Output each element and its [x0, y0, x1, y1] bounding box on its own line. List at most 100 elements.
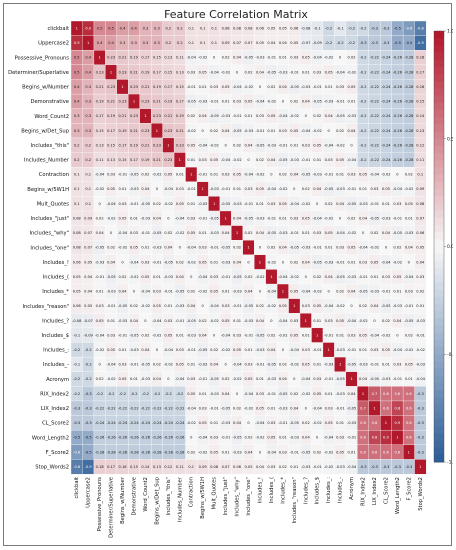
cell-value-label: -0.26 [152, 436, 162, 440]
cell-value-label: 0.03 [348, 333, 356, 337]
row-label: Includes_- [43, 362, 69, 368]
cell-value-label: 0.23 [176, 143, 184, 147]
cell-value-label: -0.02 [95, 348, 104, 352]
cell-value-label: 0.8 [372, 436, 378, 440]
row-label: Stop_Words2 [35, 464, 69, 470]
cell-value-label: 0.23 [164, 158, 172, 162]
cell-value-label: 0.19 [130, 56, 139, 60]
colorbar-swatch [434, 289, 444, 298]
cell-value-label: 0.05 [325, 421, 333, 425]
cell-value-label: 0.03 [348, 173, 356, 177]
cell-value-label: -0.04 [198, 436, 208, 440]
colorbar: 1.0 0.5 0.0 -0.5 -1.0 [433, 29, 453, 466]
cell-value-label: 0.17 [107, 129, 115, 133]
cell-value-label: 0.01 [405, 216, 413, 220]
cell-value-label: 0.01 [290, 465, 298, 469]
cell-value-label: -0.05 [129, 333, 138, 337]
cell-value-label: 0.15 [416, 100, 424, 104]
cell-value-label: 0.03 [187, 70, 195, 74]
cell-value-label: 0.01 [187, 363, 195, 367]
cell-value-label: 0.04 [302, 100, 311, 104]
cell-value-label: -0.04 [313, 56, 323, 60]
cell-value-label: -0.04 [301, 290, 311, 294]
cell-value-label: -0.2 [108, 392, 115, 396]
cell-value-label: 0.05 [222, 85, 230, 89]
cell-value-label: 0.2 [177, 41, 183, 45]
cell-value-label: -0.3 [417, 406, 424, 410]
cell-value-label: -0.22 [141, 406, 150, 410]
colorbar-swatch [434, 88, 444, 97]
cell-value-label: -0.01 [267, 56, 276, 60]
cell-value-label: 0.08 [210, 465, 219, 469]
colorbar-swatch [434, 131, 444, 140]
cell-value-label: 0.03 [222, 173, 230, 177]
cell-value-label: -0.2 [325, 27, 332, 31]
cell-value-label: -0.01 [370, 202, 379, 206]
cell-value-label: -0.2 [176, 392, 183, 396]
cell-value-label: -0.05 [347, 406, 356, 410]
cell-value-label: -0.24 [141, 421, 151, 425]
cell-value-label: -0.02 [129, 275, 138, 279]
cell-value-label: 0.03 [325, 158, 333, 162]
cell-value-label: 0.01 [325, 85, 333, 89]
cell-value-label: 0.02 [187, 290, 195, 294]
cell-value-label: -0.04 [313, 216, 323, 220]
cell-value-label: 0.05 [336, 158, 344, 162]
cell-value-label: 0.05 [84, 304, 92, 308]
cell-value-label: -0.03 [267, 143, 276, 147]
colorbar-swatch [434, 81, 444, 89]
cell-value-label: -0.03 [244, 319, 253, 323]
cell-value-label: 0.05 [290, 41, 298, 45]
cell-value-label: -0.01 [290, 70, 299, 74]
cell-value-label: -0.01 [290, 231, 299, 235]
colorbar-swatch [434, 361, 444, 370]
cell-value-label: -0.02 [267, 260, 276, 264]
cell-value-label: -0.02 [267, 304, 276, 308]
cell-value-label: -0.26 [393, 56, 403, 60]
cell-value-label: -0.05 [232, 129, 241, 133]
cell-value-label: -0.01 [95, 275, 104, 279]
cell-value-label: 0.02 [222, 56, 230, 60]
cell-value-label: -0.28 [404, 158, 414, 162]
cell-value-label: 0 [396, 173, 399, 177]
cell-value-label: 0.05 [153, 304, 161, 308]
cell-value-label: 0.05 [244, 465, 252, 469]
column-label: Begins_w/Number [120, 476, 126, 524]
cell-value-label: -0.02 [164, 363, 173, 367]
colorbar-swatch [434, 232, 444, 240]
cell-value-label: 0.15 [176, 85, 184, 89]
cell-value-label: 0.03 [325, 406, 333, 410]
cell-value-label: 0.19 [176, 114, 185, 118]
cell-value-label: -0.01 [324, 377, 333, 381]
colorbar-swatch [434, 74, 444, 82]
cell-value-label: -0.24 [95, 421, 105, 425]
cell-value-label: -0.22 [95, 406, 104, 410]
cell-value-label: -0.08 [301, 27, 311, 31]
cell-value-label: 0.05 [370, 260, 378, 264]
cell-value-label: 0.02 [96, 377, 104, 381]
cell-value-label: 0.06 [73, 304, 82, 308]
correlation-heatmap: Feature Correlation Matrix 1 0.9 0.5 0.5 0.4… [8, 8, 453, 538]
cell-value-label: 0.21 [119, 114, 127, 118]
colorbar-swatch [434, 296, 444, 305]
cell-value-label: -0.04 [267, 450, 277, 454]
cell-value-label: -0.5 [85, 450, 92, 454]
cell-value-label: -0.05 [313, 100, 322, 104]
cell-value-label: 0.19 [153, 85, 162, 89]
cell-value-label: -0.26 [95, 436, 105, 440]
cell-value-label: 0.1 [417, 173, 423, 177]
cell-value-label: 0 [259, 85, 262, 89]
cell-value-label: 0.02 [244, 275, 252, 279]
cell-value-label: -0.02 [381, 173, 390, 177]
cell-value-label: -0.01 [347, 348, 356, 352]
cell-value-label: -0.05 [118, 304, 127, 308]
cell-value-label: -0.03 [232, 450, 241, 454]
cell-value-label: 0.01 [244, 114, 252, 118]
cell-value-label: 0 [213, 333, 216, 337]
cell-value-label: -0.24 [381, 143, 391, 147]
cell-value-label: -0.02 [290, 114, 299, 118]
cell-value-label: -0.05 [244, 216, 253, 220]
cell-value-label: 0.04 [313, 187, 322, 191]
cell-value-label: -0.03 [301, 246, 310, 250]
cell-value-label: 0.04 [130, 319, 139, 323]
